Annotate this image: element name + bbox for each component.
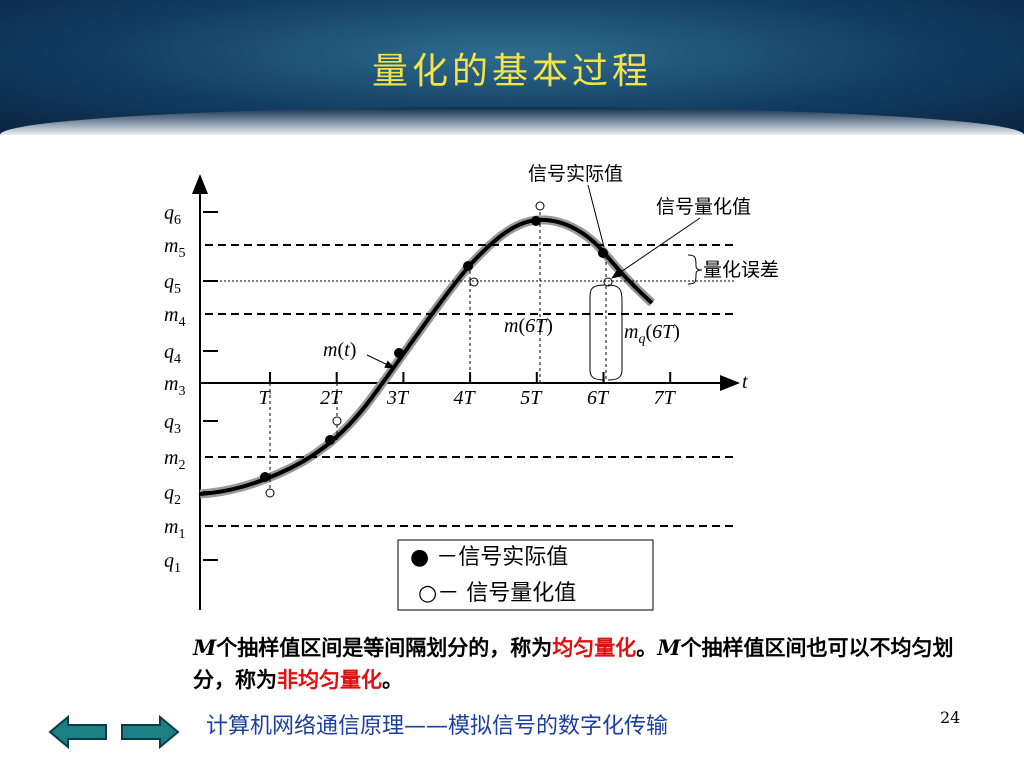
level-sub: 1 [178,527,185,542]
body-segment: M [193,635,217,660]
level-base: m [164,447,178,469]
fn-paren: ) [546,315,553,337]
level-label: m3 [164,373,185,399]
level-base: q [164,411,174,433]
body-segment: 非均匀量化 [277,667,382,692]
level-base: m [164,304,178,326]
x-label: T [258,387,271,409]
level-sub: 1 [174,561,181,576]
body-segment: 。 [382,667,403,692]
prev-button[interactable] [48,715,108,749]
level-label: m5 [164,235,185,261]
pointer [611,217,701,279]
footer-text: 计算机网络通信原理——模拟信号的数字化传输 [206,714,669,739]
x-axis-label: t [742,371,748,393]
slide-title: 量化的基本过程 [371,51,652,92]
level-base: q [164,271,174,293]
level-label: q1 [164,550,181,576]
level-label: q2 [164,482,181,508]
error-brace [687,254,703,285]
level-base: m [164,235,178,257]
signal-blur [199,215,656,499]
body-segment: 。 [636,635,658,660]
x-label: 2T [320,387,343,409]
level-base: q [164,202,174,224]
level-label: q3 [164,411,181,437]
sample-lines [269,206,607,490]
body-text: M个抽样值区间是等间隔划分的，称为均匀量化。M个抽样值区间也可以不均匀划分，称为… [193,632,963,696]
level-sub: 5 [174,282,181,297]
fn-paren: ( [337,339,344,361]
fn-arg: 6T [525,315,548,337]
body-segment: 均匀量化 [552,635,637,660]
annotation: 信号实际值 [528,163,623,185]
body-segment: M [657,635,681,660]
pointer [366,354,395,369]
level-sub: 6 [174,213,181,228]
level-label: m2 [164,447,185,473]
legend-box [397,539,654,611]
level-sub: 4 [174,352,181,367]
x-label: 4T [454,387,477,409]
brace-left [589,284,606,381]
fn-paren: ) [673,321,680,343]
legend-item: ○－ 信号量化值 [418,581,576,606]
x-label: 3T [386,387,410,409]
level-sub: 2 [178,458,185,473]
level-base: m [164,516,178,538]
x-label: 7T [654,387,677,409]
annotation: 信号量化值 [656,196,751,218]
function-label: m(6T) [504,315,553,337]
level-label: m1 [164,516,185,542]
function-label: mq(6T) [624,321,680,347]
body-segment: 个抽样值区间也可以不均匀划分，称为 [193,635,954,692]
level-base: q [164,482,174,504]
fn-base: m [504,315,518,337]
level-sub: 5 [178,246,185,261]
x-label: 6T [587,387,610,409]
fn-sub: q [638,332,645,347]
level-label: q4 [164,341,181,367]
quantized-samples [265,201,613,498]
level-label: q5 [164,271,181,297]
level-label: q6 [164,202,181,228]
brace-right [607,284,623,381]
annotation: 量化误差 [703,259,779,281]
signal-curve [199,217,654,496]
level-sub: 4 [178,315,185,330]
fn-base: m [624,321,638,343]
x-label: 5T [520,387,543,409]
page-number: 24 [940,708,961,727]
fn-paren: ( [518,315,525,337]
fn-paren: ) [350,339,357,361]
next-button[interactable] [120,715,180,749]
body-segment: 个抽样值区间是等间隔划分的，称为 [216,635,553,660]
level-base: m [164,373,178,395]
level-label: m4 [164,304,185,330]
function-label: m(t) [323,339,356,361]
legend-item: ● －信号实际值 [410,545,568,570]
fn-arg: t [344,339,350,361]
banner: 量化的基本过程 [0,0,1024,135]
pointer [587,184,605,248]
level-sub: 3 [174,422,181,437]
level-base: q [164,341,174,363]
level-sub: 2 [174,493,181,508]
actual-samples [260,216,608,482]
level-sub: 3 [178,384,185,399]
fn-paren: ( [645,321,652,343]
fn-base: m [323,339,337,361]
fn-arg: 6T [652,321,675,343]
level-base: q [164,550,174,572]
